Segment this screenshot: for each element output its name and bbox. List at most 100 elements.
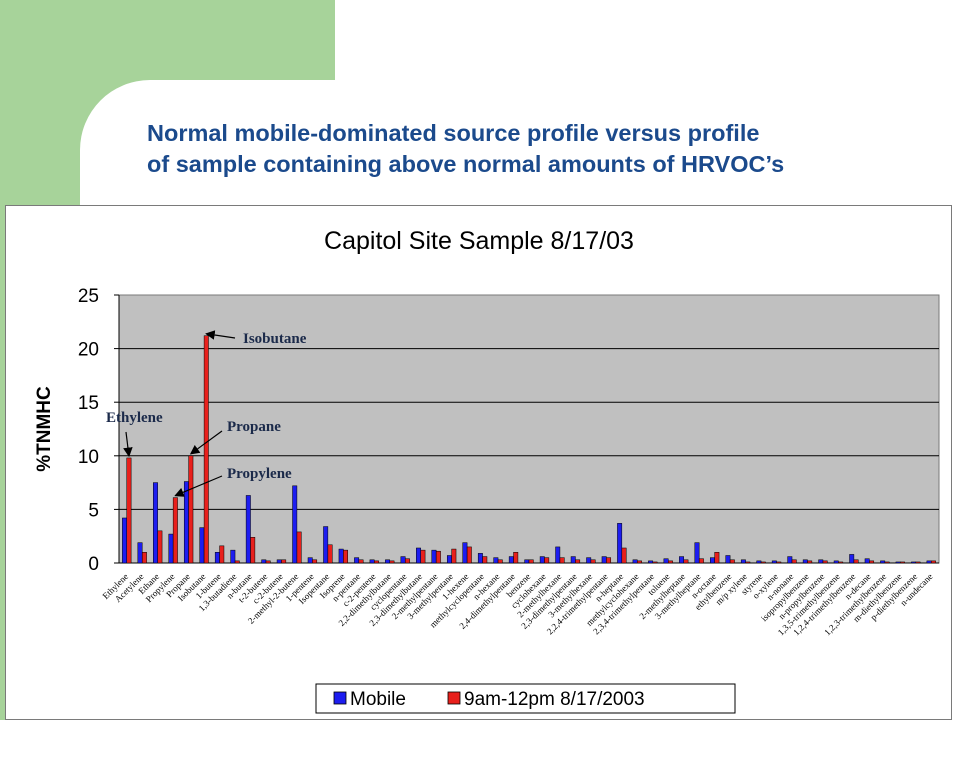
- bar-sample: [776, 561, 782, 564]
- y-tick-label: 10: [78, 447, 99, 468]
- y-tick-label: 25: [78, 286, 99, 307]
- bar-sample: [234, 560, 240, 564]
- bar-sample: [141, 552, 147, 564]
- bar-sample: [559, 557, 565, 564]
- bar-sample: [528, 559, 534, 564]
- bar-mobile: [261, 559, 267, 564]
- bar-sample: [327, 544, 333, 564]
- bar-mobile: [385, 559, 391, 564]
- bar-mobile: [710, 557, 715, 564]
- annotation-arrow: [205, 330, 236, 340]
- y-tick-label: 15: [78, 393, 99, 414]
- bar-sample: [513, 552, 519, 564]
- bar-sample: [482, 556, 488, 564]
- bar-sample: [420, 549, 426, 564]
- legend-swatch-mobile: [333, 691, 347, 705]
- bar-sample: [606, 557, 612, 564]
- annotation-label: Ethylene: [106, 410, 163, 426]
- bar-sample: [714, 552, 720, 564]
- bar-sample: [729, 559, 735, 564]
- bar-sample: [188, 455, 194, 564]
- bar-sample: [791, 559, 797, 564]
- bar-mobile: [214, 552, 220, 564]
- bar-mobile: [539, 556, 545, 564]
- bar-sample: [900, 561, 905, 564]
- bar-mobile: [679, 556, 684, 564]
- bar-sample: [358, 559, 364, 564]
- bar-mobile: [740, 559, 746, 564]
- bar-mobile: [663, 558, 669, 564]
- bar-mobile: [895, 561, 901, 564]
- bar-mobile: [880, 560, 886, 564]
- bar-sample: [590, 559, 596, 564]
- bar-mobile: [122, 517, 127, 564]
- y-tick-label: 0: [88, 554, 99, 575]
- bar-sample: [884, 561, 890, 564]
- bar-mobile: [632, 559, 638, 564]
- bar-mobile: [524, 559, 530, 564]
- bar-mobile: [818, 559, 824, 564]
- legend-box: [315, 683, 736, 714]
- bar-sample: [219, 545, 225, 564]
- annotation-arrow: [123, 431, 133, 458]
- bar-mobile: [771, 560, 777, 564]
- bar-mobile: [153, 482, 158, 564]
- bar-mobile: [508, 556, 514, 564]
- slide-title-line-1: Normal mobile-dominated source profile v…: [147, 120, 760, 146]
- bar-mobile: [462, 542, 468, 564]
- bar-sample: [265, 560, 271, 564]
- slide-title-line-2: of sample containing above normal amount…: [147, 151, 785, 177]
- bar-sample: [126, 457, 132, 564]
- bar-mobile: [570, 556, 576, 564]
- bar-sample: [281, 559, 287, 564]
- bar-sample: [312, 559, 318, 564]
- bar-sample: [544, 557, 550, 564]
- bar-mobile: [787, 556, 793, 564]
- bar-mobile: [586, 557, 592, 564]
- annotation-label: Propylene: [227, 466, 292, 482]
- bar-mobile: [802, 559, 808, 564]
- legend-label-mobile: Mobile: [350, 689, 406, 710]
- plot-area: [118, 294, 940, 564]
- y-axis-title: %TNMHC: [34, 386, 55, 472]
- chart-frame: Capitol Site Sample 8/17/03 0 5 10 15 20 25 %TN…: [5, 205, 952, 720]
- bar-mobile: [307, 557, 313, 564]
- bar-sample: [683, 559, 689, 564]
- bar-mobile: [230, 549, 236, 564]
- legend-swatch-sample: [447, 691, 461, 705]
- annotation-arrow: [174, 475, 223, 497]
- bar-sample: [822, 560, 828, 564]
- bar-mobile: [756, 560, 762, 564]
- bar-sample: [203, 335, 209, 564]
- bar-mobile: [493, 557, 499, 564]
- bar-mobile: [926, 560, 932, 564]
- bar-mobile: [292, 485, 298, 564]
- bar-sample: [157, 530, 163, 564]
- bar-mobile: [911, 561, 917, 564]
- bar-sample: [621, 547, 627, 564]
- y-tick-label: 20: [78, 340, 99, 361]
- bar-sample: [838, 561, 844, 564]
- bar-chart: Capitol Site Sample 8/17/03 0 5 10 15 20 25 %TN…: [34, 227, 940, 714]
- bar-mobile: [400, 556, 406, 564]
- bar-sample: [931, 560, 936, 564]
- bar-mobile: [617, 523, 623, 564]
- bar-sample: [435, 550, 441, 564]
- annotation-label: Propane: [227, 419, 281, 435]
- bar-mobile: [431, 549, 437, 564]
- annotation-label: Isobutane: [243, 331, 307, 347]
- bar-mobile: [446, 555, 452, 564]
- bar-mobile: [416, 547, 421, 564]
- bar-mobile: [833, 560, 839, 564]
- slide-title: Normal mobile-dominated source profile v…: [147, 118, 947, 180]
- bar-sample: [451, 548, 457, 564]
- bar-mobile: [849, 554, 855, 564]
- bar-sample: [250, 537, 256, 564]
- bar-sample: [869, 560, 875, 564]
- bar-mobile: [694, 542, 700, 564]
- bar-mobile: [555, 546, 561, 564]
- bar-mobile: [199, 527, 205, 564]
- bar-mobile: [168, 533, 174, 564]
- bar-sample: [466, 546, 472, 564]
- bar-mobile: [245, 495, 251, 564]
